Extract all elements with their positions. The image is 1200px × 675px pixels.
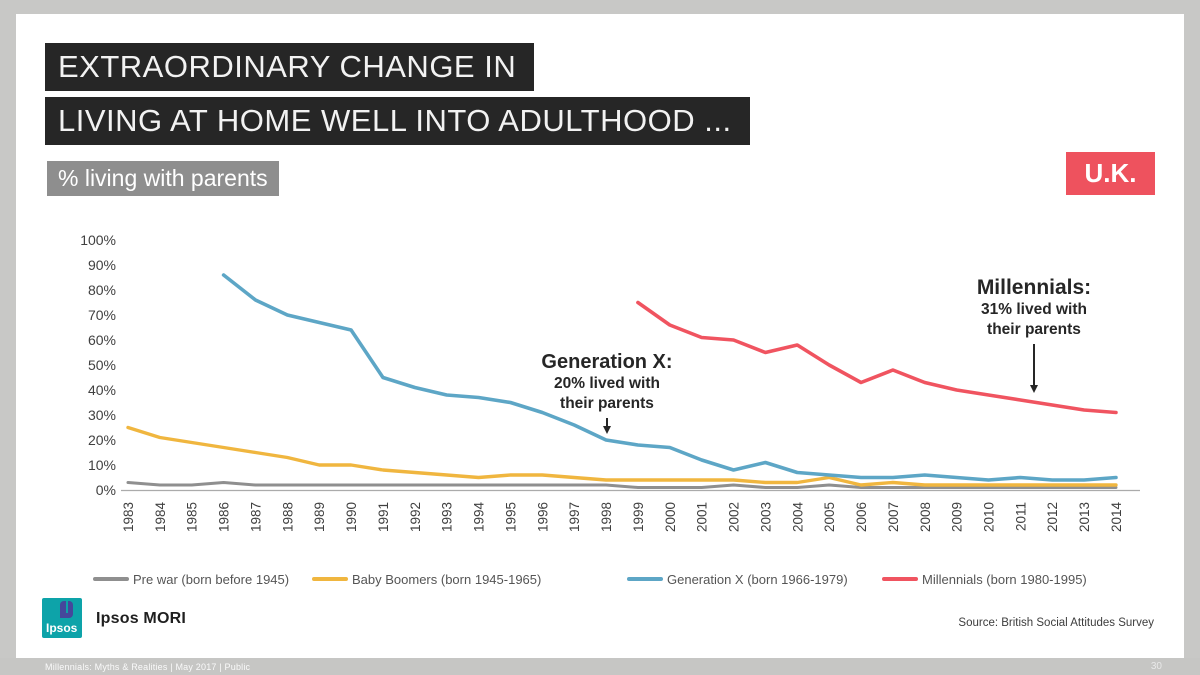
page-number: 30	[1150, 661, 1162, 672]
x-axis-tick-label: 1996	[535, 502, 550, 532]
legend-label: Millennials (born 1980-1995)	[922, 571, 1087, 587]
series-line-1	[126, 425, 1118, 487]
annotation-mill-line1: 31% lived with	[981, 301, 1087, 318]
x-axis-tick-label: 2012	[1045, 502, 1060, 532]
y-axis-tick-label: 90%	[88, 257, 116, 273]
x-axis-tick-label: 1991	[376, 502, 391, 532]
deck-title: Millennials: Myths & Realities | May 201…	[45, 661, 251, 672]
footer-bar: Millennials: Myths & Realities | May 201…	[0, 658, 1200, 675]
annotation-genx-title: Generation X:	[541, 351, 673, 373]
ipsos-logo-text: Ipsos	[46, 621, 78, 635]
source-credit: Source: British Social Attitudes Survey	[958, 617, 1154, 629]
x-axis-tick-label: 2001	[695, 502, 710, 532]
y-axis-tick-label: 60%	[88, 332, 116, 348]
x-axis-tick-label: 2004	[790, 502, 805, 533]
y-axis-tick-label: 80%	[88, 282, 116, 298]
x-axis-tick-label: 2000	[663, 502, 678, 532]
y-axis-tick-label: 100%	[80, 232, 116, 248]
series-line-3	[636, 300, 1118, 415]
x-axis-tick-label: 1983	[121, 502, 136, 532]
x-axis-tick-label: 1984	[153, 502, 168, 533]
x-axis-tick-label: 2014	[1109, 502, 1124, 533]
y-axis-tick-label: 10%	[88, 457, 116, 473]
x-axis-tick-label: 1993	[440, 502, 455, 532]
x-axis-tick-label: 1998	[599, 502, 614, 532]
x-axis-tick-label: 1986	[217, 502, 232, 532]
y-axis-tick-label: 20%	[88, 432, 116, 448]
x-axis-tick-label: 2006	[854, 502, 869, 532]
legend-label: Generation X (born 1966-1979)	[667, 571, 848, 587]
series-line-0	[126, 481, 1118, 489]
x-axis-tick-label: 2003	[758, 502, 773, 532]
x-axis-tick-label: 1987	[248, 502, 263, 532]
country-badge: U.K.	[1066, 152, 1155, 195]
series-line-2	[221, 273, 1118, 482]
slide-title-line1: EXTRAORDINARY CHANGE IN	[45, 43, 535, 91]
y-axis-tick-label: 40%	[88, 382, 116, 398]
x-axis-tick-label: 2011	[1013, 502, 1028, 531]
ipsos-logo: Ipsos	[42, 598, 82, 638]
annotation-generation-x: Generation X: 20% lived with their paren…	[497, 350, 717, 427]
legend-swatch-pre-war	[93, 577, 129, 581]
down-arrow-icon	[1032, 344, 1036, 386]
legend-swatch-millennials	[882, 577, 918, 581]
x-axis-tick-label: 2010	[981, 502, 996, 532]
ipsos-quote-glyph-gap	[66, 601, 68, 613]
legend-swatch-baby-boomers	[312, 577, 348, 581]
x-axis-tick-label: 1999	[631, 502, 646, 532]
x-axis-tick-label: 2008	[918, 502, 933, 532]
x-axis-tick-label: 2013	[1077, 502, 1092, 532]
x-axis-tick-label: 1990	[344, 502, 359, 532]
annotation-mill-line2: their parents	[987, 321, 1081, 338]
y-axis-tick-label: 50%	[88, 357, 116, 373]
legend-item-millennials: Millennials (born 1980-1995)	[882, 570, 1087, 588]
legend-label: Pre war (born before 1945)	[133, 571, 290, 587]
y-axis-tick-label: 70%	[88, 307, 116, 323]
legend-swatch-generation-x	[627, 577, 663, 581]
annotation-genx-line2: their parents	[560, 395, 654, 412]
y-axis-tick-label: 0%	[96, 482, 116, 498]
x-axis-tick-label: 1995	[503, 502, 518, 532]
line-chart: 0% 10% 20% 30% 40% 50% 60% 70% 80% 90% 100% 1983 198…	[50, 215, 1150, 565]
x-axis-tick-label: 1992	[408, 502, 423, 532]
brand-name: Ipsos MORI	[96, 610, 187, 627]
legend-item-pre-war: Pre war (born before 1945)	[93, 570, 289, 588]
slide: EXTRAORDINARY CHANGE IN LIVING AT HOME W…	[16, 14, 1184, 658]
legend-item-baby-boomers: Baby Boomers (born 1945-1965)	[312, 570, 541, 588]
chart-subtitle: % living with parents	[47, 161, 279, 196]
x-axis-tick-label: 2002	[727, 502, 742, 532]
x-axis-tick-label: 1989	[312, 502, 327, 532]
x-axis-tick-label: 2007	[886, 502, 901, 532]
x-axis-tick-label: 1994	[472, 502, 487, 533]
down-arrow-icon	[605, 418, 609, 427]
x-axis-tick-label: 1988	[280, 502, 295, 532]
legend-label: Baby Boomers (born 1945-1965)	[352, 571, 542, 587]
annotation-millennials: Millennials: 31% lived with their parent…	[924, 276, 1144, 386]
y-axis-tick-label: 30%	[88, 407, 116, 423]
annotation-genx-line1: 20% lived with	[554, 375, 660, 392]
annotation-mill-title: Millennials:	[976, 276, 1092, 299]
x-axis-tick-label: 1997	[567, 502, 582, 532]
chart-canvas: 0% 10% 20% 30% 40% 50% 60% 70% 80% 90% 100% 1983 198…	[80, 232, 1140, 533]
x-axis-tick-label: 1985	[185, 502, 200, 532]
x-axis-tick-label: 2009	[950, 502, 965, 532]
legend-item-generation-x: Generation X (born 1966-1979)	[627, 570, 848, 588]
x-axis-tick-label: 2005	[822, 502, 837, 532]
slide-title-line2: LIVING AT HOME WELL INTO ADULTHOOD ...	[45, 97, 750, 145]
